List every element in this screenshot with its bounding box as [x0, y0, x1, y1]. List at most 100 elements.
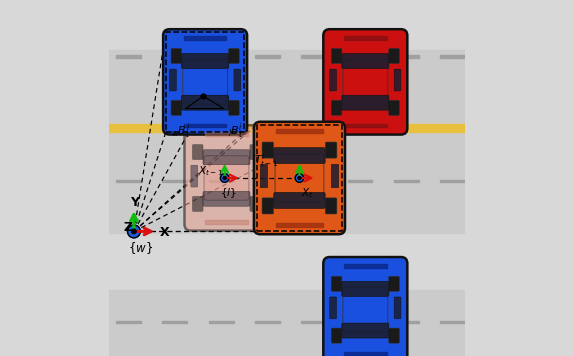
Bar	[209, 321, 234, 323]
FancyBboxPatch shape	[254, 122, 345, 234]
FancyBboxPatch shape	[274, 193, 325, 208]
Bar	[184, 124, 227, 127]
FancyBboxPatch shape	[329, 297, 336, 319]
Bar	[347, 55, 373, 58]
FancyBboxPatch shape	[323, 29, 408, 135]
Bar	[162, 321, 187, 323]
FancyBboxPatch shape	[331, 328, 342, 343]
FancyBboxPatch shape	[203, 192, 250, 206]
Bar	[109, 290, 465, 356]
Bar	[255, 180, 280, 182]
Bar	[257, 125, 342, 231]
Text: $\{w\}$: $\{w\}$	[127, 240, 153, 256]
Text: $X_t$: $X_t$	[301, 187, 314, 200]
FancyBboxPatch shape	[342, 54, 389, 68]
FancyBboxPatch shape	[203, 150, 250, 164]
Bar	[109, 130, 465, 233]
Bar	[344, 124, 387, 127]
FancyBboxPatch shape	[323, 257, 408, 356]
FancyBboxPatch shape	[183, 59, 227, 104]
FancyBboxPatch shape	[342, 323, 389, 338]
FancyBboxPatch shape	[191, 165, 197, 187]
FancyBboxPatch shape	[342, 282, 389, 296]
Bar	[205, 220, 248, 224]
FancyBboxPatch shape	[331, 48, 342, 63]
FancyBboxPatch shape	[342, 95, 389, 110]
FancyBboxPatch shape	[192, 145, 203, 159]
Bar	[347, 180, 373, 182]
Bar	[255, 321, 280, 323]
FancyBboxPatch shape	[204, 156, 249, 200]
FancyBboxPatch shape	[228, 100, 239, 115]
FancyBboxPatch shape	[171, 48, 182, 63]
Bar	[109, 129, 465, 132]
FancyBboxPatch shape	[181, 54, 228, 68]
FancyBboxPatch shape	[181, 95, 228, 110]
FancyBboxPatch shape	[331, 276, 342, 291]
Text: Z: Z	[123, 221, 133, 234]
FancyBboxPatch shape	[343, 287, 388, 332]
FancyBboxPatch shape	[331, 100, 342, 115]
FancyBboxPatch shape	[394, 69, 401, 91]
Bar	[109, 124, 465, 128]
Bar	[255, 55, 280, 58]
Bar	[301, 321, 326, 323]
FancyBboxPatch shape	[250, 197, 261, 211]
FancyBboxPatch shape	[331, 164, 339, 188]
Bar	[162, 55, 187, 58]
Bar	[209, 180, 234, 182]
Bar	[116, 180, 141, 182]
Text: $_w B_t^i$: $_w B_t^i$	[171, 121, 191, 141]
Bar	[109, 50, 465, 130]
FancyBboxPatch shape	[262, 142, 274, 158]
Bar	[394, 321, 418, 323]
FancyBboxPatch shape	[275, 154, 324, 202]
FancyBboxPatch shape	[171, 100, 182, 115]
Bar	[301, 55, 326, 58]
FancyBboxPatch shape	[169, 69, 176, 91]
FancyBboxPatch shape	[394, 297, 401, 319]
Bar	[276, 223, 323, 227]
FancyBboxPatch shape	[274, 148, 325, 163]
Bar	[276, 129, 323, 133]
FancyBboxPatch shape	[262, 198, 274, 214]
Bar	[301, 180, 326, 182]
Text: $T_{t-1}^l$: $T_{t-1}^l$	[254, 153, 278, 169]
FancyBboxPatch shape	[343, 59, 388, 104]
Text: X: X	[160, 226, 169, 239]
FancyBboxPatch shape	[260, 164, 267, 188]
Circle shape	[131, 229, 136, 234]
FancyBboxPatch shape	[250, 145, 261, 159]
Bar	[440, 321, 465, 323]
FancyBboxPatch shape	[163, 29, 247, 135]
Bar	[344, 36, 387, 40]
Bar	[166, 32, 245, 132]
FancyBboxPatch shape	[228, 48, 239, 63]
Bar	[209, 55, 234, 58]
Bar	[344, 264, 387, 268]
FancyBboxPatch shape	[325, 142, 337, 158]
Bar	[184, 36, 227, 40]
Bar	[162, 180, 187, 182]
Bar	[347, 321, 373, 323]
FancyBboxPatch shape	[184, 125, 269, 231]
Bar	[116, 321, 141, 323]
Bar	[116, 55, 141, 58]
Circle shape	[220, 174, 229, 182]
Bar	[440, 180, 465, 182]
FancyBboxPatch shape	[255, 165, 262, 187]
FancyBboxPatch shape	[389, 276, 400, 291]
Circle shape	[127, 225, 140, 238]
Text: Y: Y	[130, 196, 139, 209]
Bar	[205, 132, 248, 136]
Circle shape	[223, 177, 226, 179]
Bar	[344, 352, 387, 355]
Circle shape	[295, 174, 304, 182]
Bar	[394, 55, 418, 58]
FancyBboxPatch shape	[329, 69, 336, 91]
Bar	[394, 180, 418, 182]
Text: $_l B_t^i$: $_l B_t^i$	[228, 121, 244, 141]
Circle shape	[298, 177, 301, 179]
Text: $\{l\}$: $\{l\}$	[220, 187, 237, 200]
FancyBboxPatch shape	[192, 197, 203, 211]
